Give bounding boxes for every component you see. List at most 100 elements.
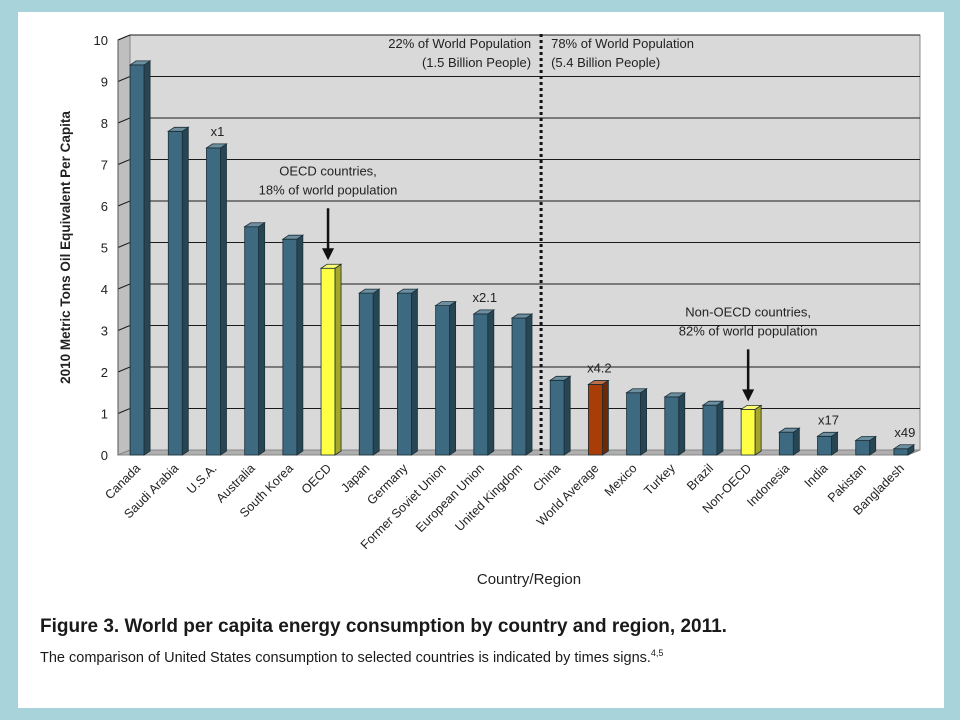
bar-front xyxy=(397,292,412,456)
y-tick-label: 0 xyxy=(101,448,108,463)
x-tick-label: Mexico xyxy=(602,461,640,499)
bar-front xyxy=(855,440,871,456)
gridline xyxy=(117,34,920,41)
bar-top xyxy=(892,444,916,450)
bar-front xyxy=(893,448,909,456)
bar-top xyxy=(510,313,534,319)
bar xyxy=(396,288,419,456)
annotation-arrow-head xyxy=(742,389,755,402)
bar xyxy=(548,375,572,456)
bar-top xyxy=(625,388,648,394)
y-tick-label: 4 xyxy=(101,282,108,297)
y-tick-label: 8 xyxy=(101,116,108,131)
bar-top xyxy=(472,309,496,315)
bar xyxy=(816,431,839,456)
multiplier-label: x4.2 xyxy=(587,360,612,375)
x-tick-label: China xyxy=(530,461,563,494)
bar-side xyxy=(601,379,609,456)
bar-side xyxy=(563,375,571,456)
y-tick-label: 5 xyxy=(101,241,108,256)
y-tick-label: 2 xyxy=(101,365,108,380)
bar-front xyxy=(702,404,718,456)
bar xyxy=(243,222,266,456)
y-tick-label: 6 xyxy=(101,199,108,214)
annotation-label: 18% of world population xyxy=(259,182,398,197)
divider-right-label: 78% of World Population xyxy=(551,36,694,51)
bar-top xyxy=(281,234,305,240)
bar-top xyxy=(434,301,457,307)
bar xyxy=(281,234,305,456)
bar-front xyxy=(244,226,260,456)
figure-note-refs: 4,5 xyxy=(650,648,664,658)
x-tick-label: Turkey xyxy=(641,461,678,498)
x-tick-label: United Kingdom xyxy=(452,461,525,534)
divider-right-label: (5.4 Billion People) xyxy=(551,55,660,70)
bar-front xyxy=(473,313,489,456)
bar xyxy=(472,309,496,456)
bar-front xyxy=(511,317,527,456)
bar-side xyxy=(487,309,495,456)
divider-left-label: (1.5 Billion People) xyxy=(422,55,531,70)
x-tick-label: India xyxy=(802,461,831,490)
bar-top xyxy=(816,431,839,437)
bar-top xyxy=(166,126,190,132)
bar-front xyxy=(626,392,641,456)
bar xyxy=(701,400,725,456)
figure-caption: Figure 3. World per capita energy consum… xyxy=(40,616,727,637)
bar-front xyxy=(587,384,603,456)
bar-top xyxy=(587,380,610,385)
multiplier-label: x49 xyxy=(894,425,915,440)
figure-note: The comparison of United States consumpt… xyxy=(40,648,663,666)
bar-side xyxy=(258,222,266,456)
annotation-label: OECD countries, xyxy=(279,163,377,178)
bar-side xyxy=(411,288,418,456)
bar-front xyxy=(282,238,298,456)
bar-front xyxy=(358,292,374,456)
y-tick-label: 1 xyxy=(101,407,108,422)
y-tick-label: 10 xyxy=(94,33,108,48)
bar-front xyxy=(167,130,183,456)
bar-top xyxy=(663,392,687,398)
bar xyxy=(166,126,190,456)
bar-top xyxy=(739,404,763,410)
bar-front xyxy=(817,435,832,456)
bar-side xyxy=(372,288,380,456)
bar-top xyxy=(701,400,725,406)
bar-front xyxy=(778,431,794,456)
annotation-label: 82% of world population xyxy=(679,323,818,338)
bar-side xyxy=(640,388,647,456)
y-tick-label: 9 xyxy=(101,75,108,90)
bar xyxy=(892,444,916,456)
bar-front xyxy=(549,379,565,456)
bar-side xyxy=(525,313,533,456)
bar-side xyxy=(716,400,724,456)
bar-front xyxy=(320,267,336,456)
bar-top xyxy=(357,288,381,294)
bar-front xyxy=(129,64,145,456)
bar-front xyxy=(740,408,756,456)
x-tick-label: OECD xyxy=(299,461,334,496)
bar-top xyxy=(778,427,801,433)
bar-front xyxy=(435,305,451,456)
bar-top xyxy=(319,263,343,269)
bar-side xyxy=(754,404,762,456)
bar-side xyxy=(334,263,342,456)
x-tick-label: Brazil xyxy=(684,461,716,493)
multiplier-label: x1 xyxy=(211,124,225,139)
bar xyxy=(587,379,610,456)
bar xyxy=(663,392,687,456)
x-tick-label: U.S.A. xyxy=(184,461,219,496)
bar xyxy=(739,404,763,456)
bar-top xyxy=(205,143,228,149)
bar-side xyxy=(296,234,304,456)
bar-side xyxy=(220,143,227,456)
x-tick-label: European Union xyxy=(413,461,487,535)
bar-chart: 0 1 2 3 4 5 6 7 8 9 10 2010 Metric Tons Oil Equival… xyxy=(58,33,921,588)
bar-top xyxy=(243,222,266,228)
y-tick-label: 3 xyxy=(101,324,108,339)
bar xyxy=(625,388,648,456)
bar-side xyxy=(143,60,151,456)
bar-side xyxy=(449,300,457,456)
slide-panel: 0 1 2 3 4 5 6 7 8 9 10 2010 Metric Tons Oil Equival… xyxy=(18,12,944,708)
bar xyxy=(854,435,878,456)
